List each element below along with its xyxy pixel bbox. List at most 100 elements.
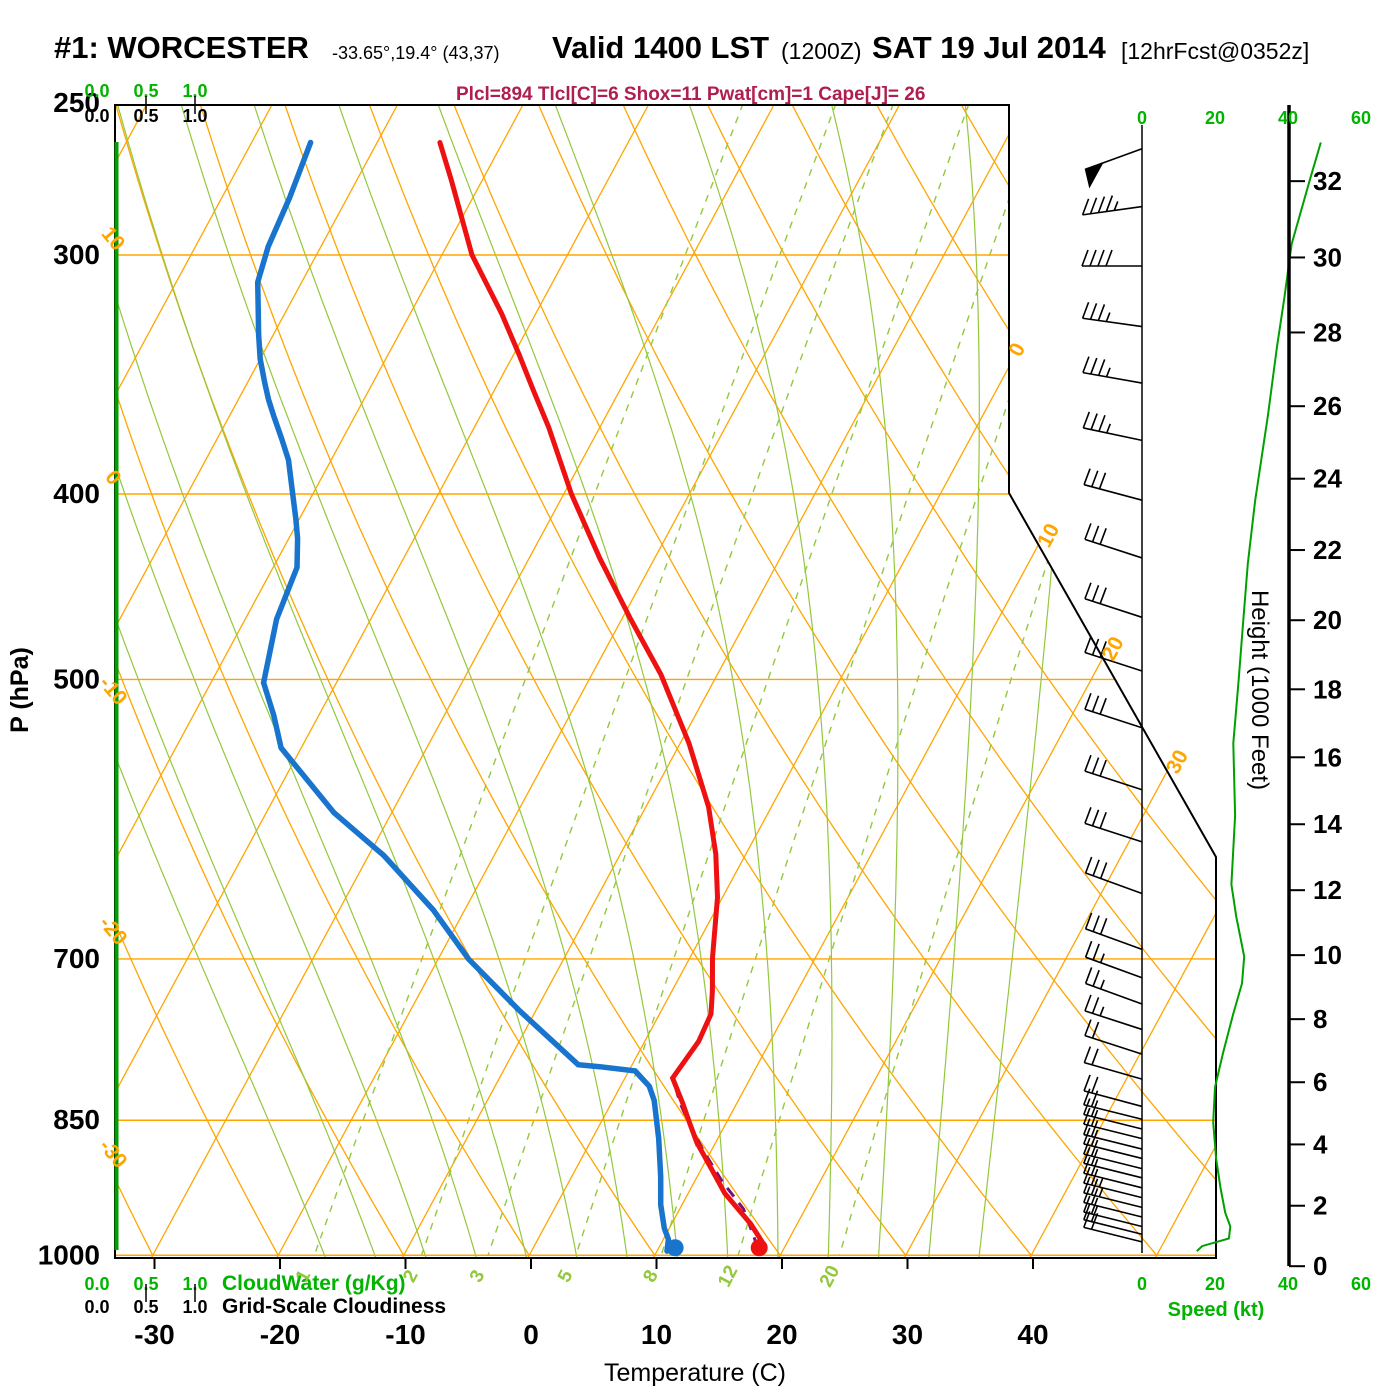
wind-barb — [1084, 582, 1143, 619]
wind-barb — [1083, 1098, 1143, 1130]
wind-barb — [1081, 195, 1143, 216]
forecast-tag: [12hrFcst@0352z] — [1121, 38, 1310, 64]
wind-speed-profile — [1196, 142, 1322, 1252]
wind-barb — [1083, 1127, 1143, 1160]
surface-temperature-dot — [750, 1239, 768, 1257]
pressure-axis-title: P (hPa) — [6, 647, 34, 733]
pressure-tick-label: 400 — [53, 478, 100, 509]
dewpoint-curve — [254, 139, 672, 1254]
temperature-tick-label: -10 — [385, 1319, 425, 1350]
isotherms — [115, 105, 1216, 1258]
cloudwater-scale-top: 0.0 — [84, 81, 109, 101]
speed-scale-bottom: 60 — [1351, 1274, 1371, 1294]
wind-barb — [1083, 1046, 1143, 1080]
wind-barbs — [1081, 125, 1143, 1253]
wind-barb — [1084, 967, 1143, 1005]
station-coords: -33.65°,19.4° (43,37) — [332, 43, 500, 63]
station-title: #1: WORCESTER — [54, 30, 309, 65]
height-tick-label: 30 — [1313, 242, 1342, 272]
temperature-axis-title: Temperature (C) — [604, 1359, 786, 1387]
wind-barb — [1083, 1074, 1143, 1108]
height-tick-label: 4 — [1313, 1129, 1328, 1159]
speed-scale-bottom: 40 — [1278, 1274, 1298, 1294]
parcel-curve — [674, 1087, 760, 1249]
cloudiness-scale-top: 0.5 — [133, 106, 158, 126]
pressure-tick-label: 850 — [53, 1104, 100, 1135]
cloudiness-scale-bottom: 0.0 — [84, 1297, 109, 1317]
cloudiness-scale-bottom: 0.5 — [133, 1297, 158, 1317]
speed-scale-top: 40 — [1278, 108, 1298, 128]
pressure-tick-label: 700 — [53, 943, 100, 974]
wind-barb — [1084, 692, 1143, 729]
wind-barb — [1083, 1156, 1143, 1189]
wind-barb — [1083, 1088, 1143, 1121]
pressure-tick-label: 300 — [53, 239, 100, 270]
pressure-tick-label: 1000 — [38, 1239, 100, 1270]
mixing-ratio-label: 12 — [714, 1262, 742, 1291]
height-tick-label: 12 — [1313, 875, 1342, 905]
temperature-tick-label: -20 — [260, 1319, 300, 1350]
speed-scale-top: 60 — [1351, 108, 1371, 128]
sounding-curves — [254, 139, 765, 1254]
wind-barb — [1084, 523, 1143, 559]
height-axis-title: Height (1000 Feet) — [1246, 590, 1273, 790]
wind-barb — [1084, 148, 1143, 189]
temperature-tick-label: 10 — [641, 1319, 672, 1350]
wind-barb — [1083, 1186, 1143, 1218]
cloudiness-scale-top: 0.0 — [84, 106, 109, 126]
mixing-ratio-label: 20 — [816, 1262, 844, 1291]
wind-barb — [1081, 301, 1143, 328]
cloudiness-axis-title: Grid-Scale Cloudiness — [222, 1295, 446, 1318]
cloudiness-scale-top: 1.0 — [182, 106, 207, 126]
cloudwater-scale-bottom: 0.0 — [84, 1274, 109, 1294]
cloudwater-scale-top: 1.0 — [182, 81, 207, 101]
temperature-curve — [437, 140, 765, 1254]
wind-barb — [1084, 807, 1143, 843]
height-tick-label: 26 — [1313, 391, 1342, 421]
speed-scale-bottom: 20 — [1205, 1274, 1225, 1294]
height-tick-label: 2 — [1313, 1191, 1327, 1221]
wind-barb — [1082, 356, 1143, 384]
wind-barb — [1084, 636, 1143, 672]
speed-scale-top: 20 — [1205, 108, 1225, 128]
temperature-tick-label: 40 — [1017, 1319, 1048, 1350]
pressure-gridlines — [115, 254, 1216, 1256]
wind-barb — [1083, 1166, 1143, 1199]
dry-adiabat-edge-label: -30 — [94, 1135, 131, 1173]
cloudwater-axis-title: CloudWater (g/Kg) — [222, 1272, 406, 1295]
temperature-tick-label: 30 — [892, 1319, 923, 1350]
stability-params: Plcl=894 Tlcl[C]=6 Shox=11 Pwat[cm]=1 Ca… — [456, 84, 926, 105]
valid-date: SAT 19 Jul 2014 — [872, 30, 1106, 65]
moist-adiabats — [115, 105, 1081, 1258]
wind-barb — [1084, 856, 1143, 895]
wind-barb — [1083, 468, 1143, 501]
pressure-tick-label: 500 — [53, 663, 100, 694]
wind-barb — [1081, 249, 1142, 267]
temperature-tick-label: 20 — [766, 1319, 797, 1350]
valid-time: Valid 1400 LST — [552, 30, 770, 65]
height-tick-label: 0 — [1313, 1251, 1327, 1281]
height-tick-label: 20 — [1313, 605, 1342, 635]
wind-barb — [1083, 1137, 1143, 1170]
height-tick-label: 14 — [1313, 809, 1342, 839]
speed-scale-top: 0 — [1137, 108, 1147, 128]
valid-zulu: (1200Z) — [781, 38, 862, 64]
wind-barb — [1083, 1147, 1143, 1179]
height-tick-label: 10 — [1313, 940, 1342, 970]
wind-barb — [1083, 1107, 1143, 1140]
height-tick-label: 28 — [1313, 317, 1342, 347]
height-tick-label: 24 — [1313, 464, 1342, 494]
wind-barb — [1084, 994, 1143, 1031]
height-tick-label: 22 — [1313, 535, 1342, 565]
dry-adiabat-edge-label: 10 — [97, 222, 130, 255]
speed-scale-bottom: 0 — [1137, 1274, 1147, 1294]
speed-axis-title: Speed (kt) — [1168, 1299, 1265, 1321]
mixing-ratio-label: 8 — [639, 1267, 663, 1286]
wind-barb — [1083, 1176, 1143, 1209]
wind-barb — [1084, 754, 1143, 791]
cloudiness-scale-bottom: 1.0 — [182, 1297, 207, 1317]
background-lines — [115, 105, 1216, 1258]
wind-barb — [1084, 1019, 1143, 1055]
